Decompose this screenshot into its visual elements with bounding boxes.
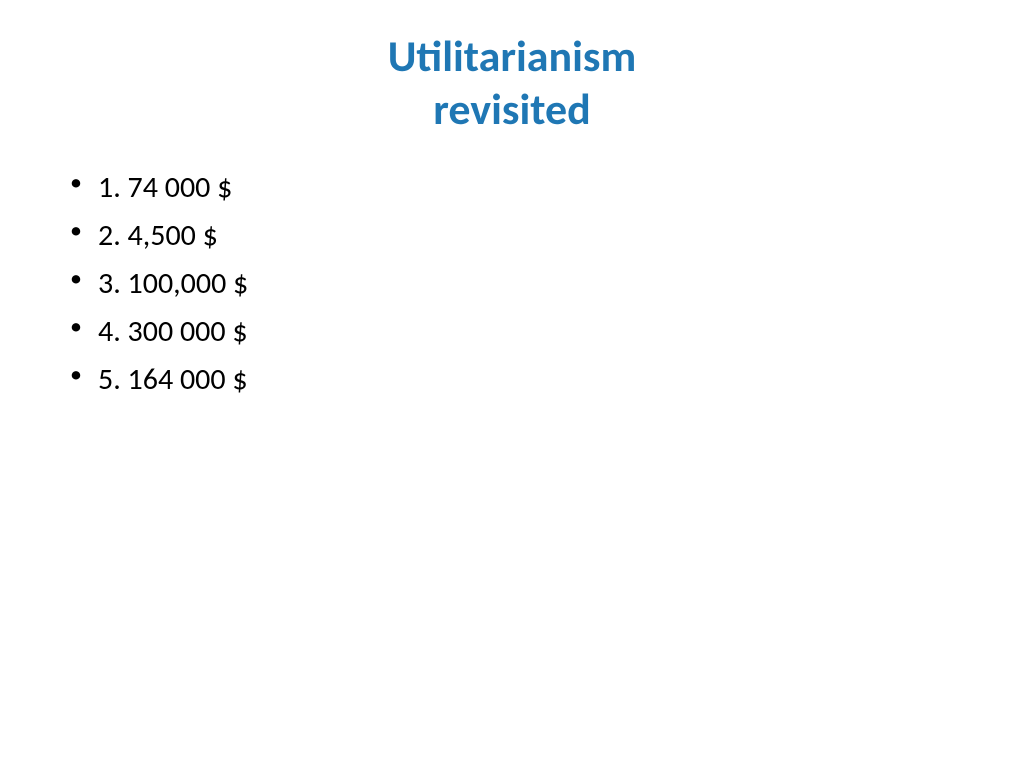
title-line-1: Utilitarianism (0, 30, 1024, 83)
list-item: 2. 4,500 $ (70, 212, 1024, 260)
slide-container: Utilitarianism revisited 1. 74 000 $ 2. … (0, 0, 1024, 768)
list-item: 3. 100,000 $ (70, 260, 1024, 308)
list-item: 5. 164 000 $ (70, 356, 1024, 404)
list-item: 1. 74 000 $ (70, 164, 1024, 212)
list-item: 4. 300 000 $ (70, 308, 1024, 356)
slide-title: Utilitarianism revisited (0, 30, 1024, 136)
title-line-2: revisited (0, 83, 1024, 136)
bullet-list: 1. 74 000 $ 2. 4,500 $ 3. 100,000 $ 4. 3… (0, 164, 1024, 404)
